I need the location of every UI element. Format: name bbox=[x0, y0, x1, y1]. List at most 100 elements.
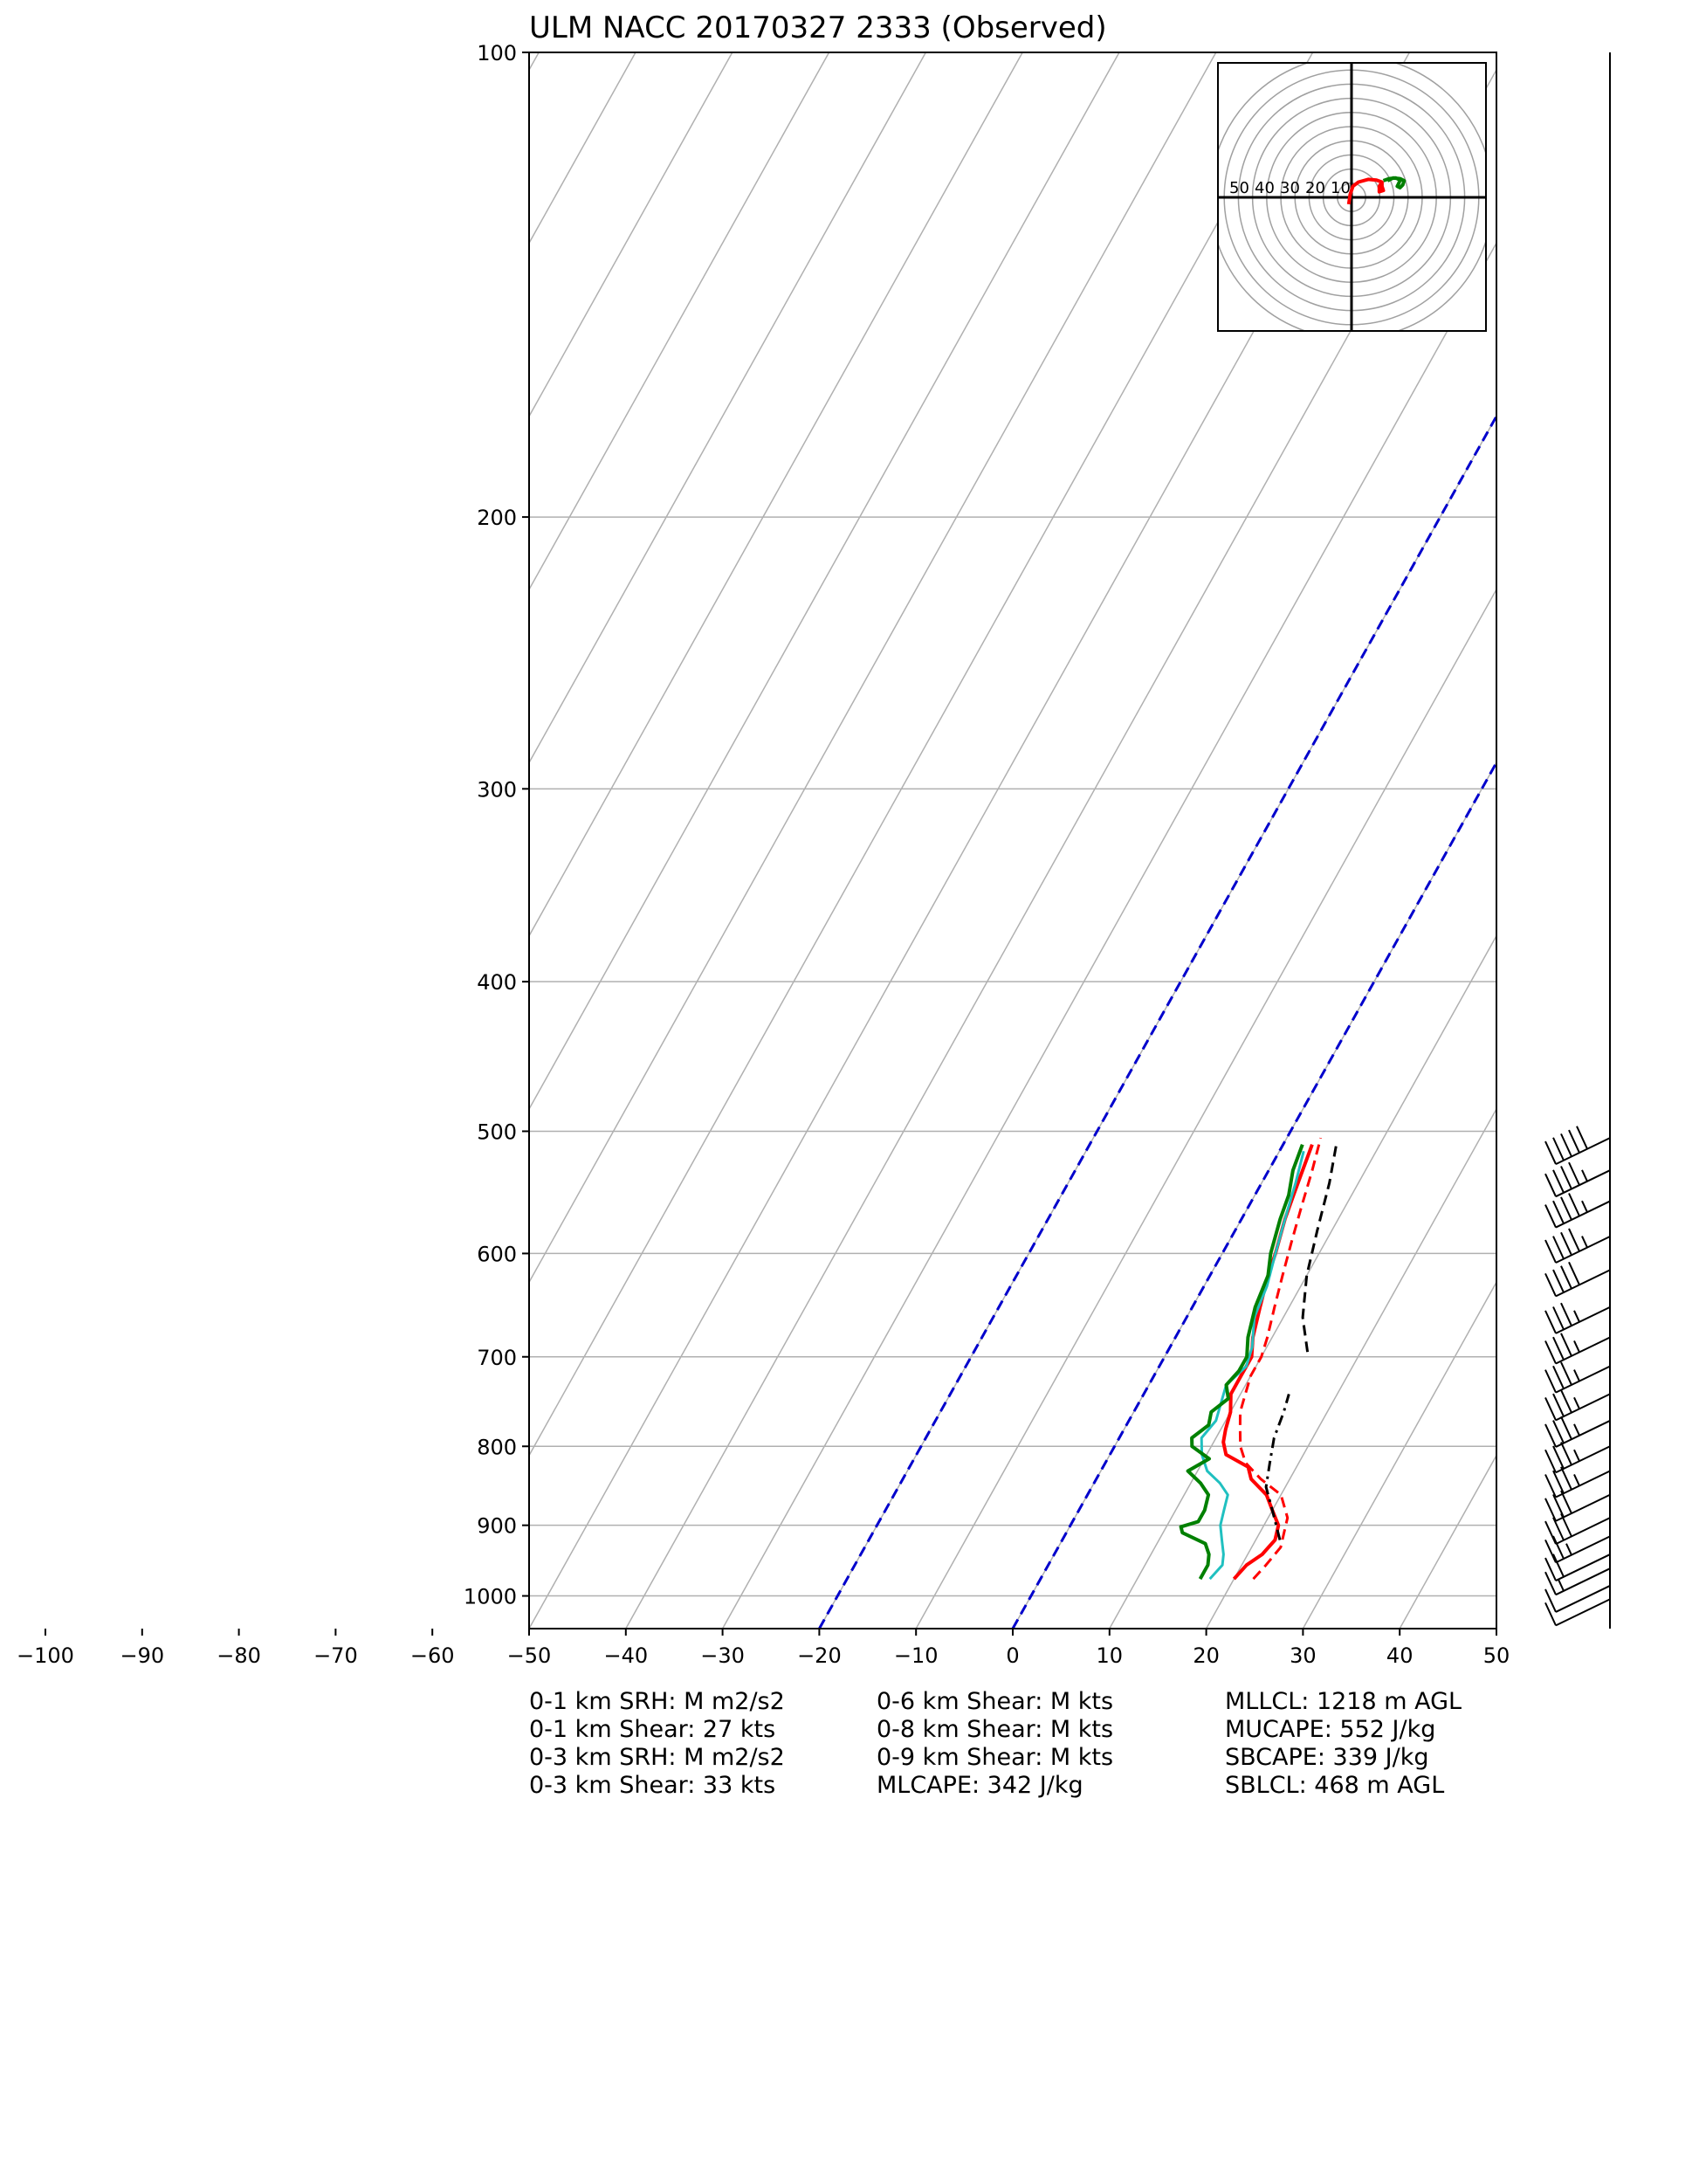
y-tick-label: 300 bbox=[477, 777, 517, 802]
highlighted-isotherms bbox=[818, 413, 1496, 1629]
wind-barb-shaft bbox=[1555, 1445, 1611, 1474]
stat-sblcl: SBLCL: 468 m AGL bbox=[1225, 1772, 1445, 1799]
wind-barb-column bbox=[1544, 52, 1611, 1629]
isotherm-line bbox=[915, 588, 1496, 1629]
x-tick-label: 10 bbox=[1097, 1643, 1124, 1668]
wind-barb-flag bbox=[1552, 1493, 1565, 1518]
wind-barb-flag bbox=[1552, 1137, 1565, 1161]
wind-barb-flag bbox=[1544, 1571, 1557, 1595]
y-tick-label: 600 bbox=[477, 1242, 517, 1266]
wind-barb bbox=[1544, 1126, 1611, 1166]
hodograph-frame bbox=[1217, 62, 1487, 332]
hodograph-trace-green bbox=[1382, 176, 1407, 189]
wind-barb-flag bbox=[1560, 1265, 1572, 1290]
wind-barb-flag bbox=[1544, 1602, 1557, 1626]
wind-barb-flag bbox=[1560, 1333, 1572, 1357]
wind-barb bbox=[1544, 1228, 1611, 1264]
wind-barb bbox=[1544, 1554, 1611, 1581]
x-tick-label: −100 bbox=[17, 1643, 74, 1668]
wind-barb-flag bbox=[1544, 1310, 1557, 1334]
wind-barb-half-flag bbox=[1573, 1449, 1580, 1462]
wind-barb-shaft bbox=[1555, 1420, 1611, 1448]
x-tick-label: −90 bbox=[120, 1643, 164, 1668]
wind-barb-shaft bbox=[1555, 1137, 1611, 1166]
temperature-axis: −100 −90 −80 −70 −60 −50 −40 −30 −20 −10 0 10 20 30 40… bbox=[17, 1629, 1510, 1668]
wind-barb bbox=[1544, 1512, 1611, 1545]
wind-barb-shaft bbox=[1555, 1535, 1611, 1564]
wind-barb-flag bbox=[1568, 1261, 1580, 1285]
isotherm-line bbox=[529, 52, 636, 245]
wind-barb-shaft bbox=[1555, 1470, 1611, 1498]
wind-barb-shaft bbox=[1555, 1598, 1611, 1627]
stat-0-1km-shear: 0-1 km Shear: 27 kts bbox=[529, 1716, 776, 1743]
hodograph-ring-label: 20 bbox=[1305, 179, 1325, 197]
x-tick-label: 30 bbox=[1290, 1643, 1317, 1668]
wind-barb-flag bbox=[1544, 1520, 1557, 1545]
wind-barb-flag bbox=[1544, 1239, 1557, 1264]
wind-barb-shaft bbox=[1555, 1169, 1611, 1198]
x-tick-label: −70 bbox=[313, 1643, 358, 1668]
wind-barb-half-flag bbox=[1573, 1474, 1580, 1486]
sounding-trace-3 bbox=[1179, 1144, 1304, 1581]
wind-barb-flag bbox=[1560, 1196, 1572, 1221]
wind-barb-shaft bbox=[1555, 1493, 1611, 1522]
wind-barb-half-flag bbox=[1565, 1543, 1572, 1556]
wind-barb-flag bbox=[1544, 1423, 1557, 1448]
wind-barb-flag bbox=[1568, 1193, 1580, 1216]
wind-barb-flag bbox=[1544, 1474, 1557, 1498]
wind-barb-flag bbox=[1560, 1133, 1572, 1157]
y-tick-label: 800 bbox=[477, 1435, 517, 1459]
wind-barb-flag bbox=[1544, 1340, 1557, 1364]
stat-0-3km-srh: 0-3 km SRH: M m2/s2 bbox=[529, 1744, 785, 1771]
isotherm-line bbox=[0, 52, 346, 1629]
wind-barb bbox=[1544, 1161, 1611, 1198]
wind-barb-flag bbox=[1576, 1126, 1588, 1150]
isotherm-line bbox=[0, 52, 442, 1629]
x-tick-label: −20 bbox=[797, 1643, 842, 1668]
chart-title: ULM NACC 20170327 2333 (Observed) bbox=[529, 10, 1107, 45]
y-tick-label: 1000 bbox=[464, 1585, 517, 1609]
wind-barb-flag bbox=[1560, 1389, 1572, 1414]
wind-barb-flag bbox=[1552, 1169, 1565, 1194]
wind-barb bbox=[1544, 1598, 1611, 1627]
sounding-trace-0 bbox=[1221, 1144, 1314, 1581]
isotherm-line bbox=[1205, 1107, 1496, 1629]
isotherm-line bbox=[529, 52, 1217, 1284]
wind-barb-shaft bbox=[1555, 1517, 1611, 1545]
wind-barb-half-flag bbox=[1558, 1579, 1565, 1592]
wind-barb-flag bbox=[1544, 1369, 1557, 1394]
isotherm-line bbox=[529, 52, 540, 72]
wind-barb-shaft bbox=[1555, 1236, 1611, 1264]
wind-barb-flag bbox=[1560, 1416, 1572, 1440]
wind-barb-half-flag bbox=[1573, 1396, 1580, 1409]
wind-barb-flag bbox=[1544, 1396, 1557, 1421]
sounding-trace-4 bbox=[1301, 1144, 1338, 1353]
sounding-trace-2 bbox=[1200, 1150, 1305, 1581]
wind-barb-shaft bbox=[1555, 1336, 1611, 1365]
wind-barb-shaft bbox=[1555, 1585, 1611, 1613]
stat-0-3km-shear: 0-3 km Shear: 33 kts bbox=[529, 1772, 776, 1799]
hodograph-ring-label: 30 bbox=[1280, 179, 1300, 197]
wind-barb-shaft bbox=[1555, 1393, 1611, 1422]
wind-barb bbox=[1544, 1261, 1611, 1298]
isotherm-line bbox=[529, 52, 927, 764]
wind-barb-flag bbox=[1544, 1173, 1557, 1197]
wind-barb-flag bbox=[1568, 1228, 1580, 1252]
wind-barb-shaft bbox=[1555, 1365, 1611, 1394]
wind-barb-half-flag bbox=[1581, 1236, 1588, 1248]
wind-barb-flag bbox=[1544, 1204, 1557, 1228]
isotherm-line bbox=[1302, 1280, 1496, 1629]
stat-0-9km-shear: 0-9 km Shear: M kts bbox=[877, 1744, 1114, 1771]
wind-barb-flag bbox=[1552, 1535, 1565, 1560]
sounding-trace-5 bbox=[1264, 1393, 1290, 1540]
y-tick-label: 900 bbox=[477, 1514, 517, 1539]
wind-barb-flag bbox=[1560, 1361, 1572, 1386]
stat-0-8km-shear: 0-8 km Shear: M kts bbox=[877, 1716, 1114, 1743]
wind-barb-flag bbox=[1544, 1498, 1557, 1522]
wind-barb-flag bbox=[1544, 1140, 1557, 1165]
x-tick-label: 20 bbox=[1193, 1643, 1220, 1668]
wind-barb-shaft bbox=[1555, 1200, 1611, 1229]
wind-barb-flag bbox=[1544, 1272, 1557, 1297]
hodograph-trace-red bbox=[1346, 177, 1386, 205]
